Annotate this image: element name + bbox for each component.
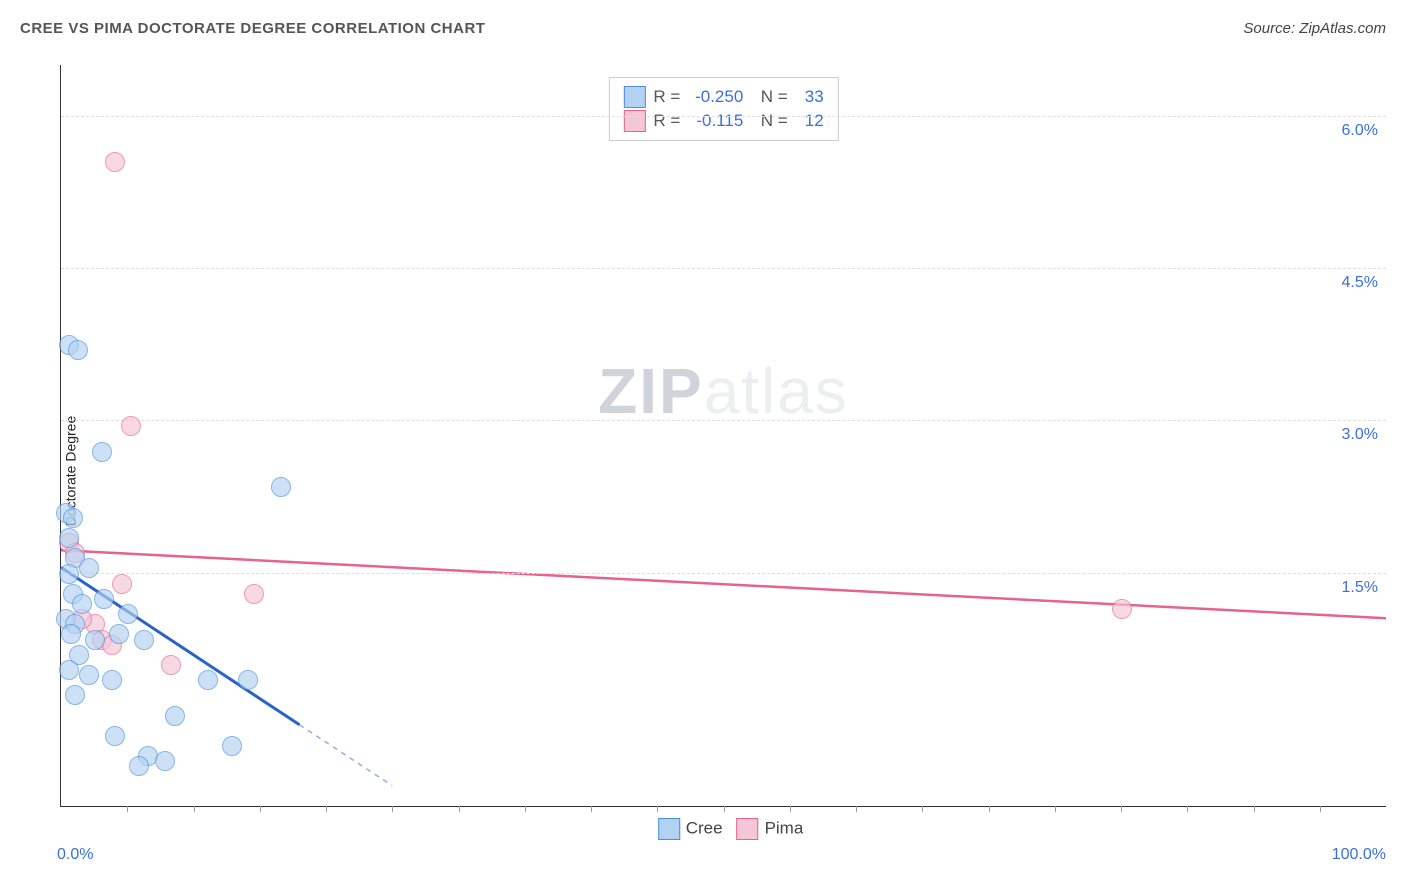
data-point <box>102 670 122 690</box>
series-legend: Cree Pima <box>644 818 804 840</box>
x-tick <box>260 806 261 812</box>
legend-label-pima: Pima <box>765 818 804 837</box>
r-value: -0.115 <box>688 111 743 131</box>
data-point <box>59 660 79 680</box>
data-point <box>68 340 88 360</box>
data-point <box>121 416 141 436</box>
data-point <box>61 624 81 644</box>
data-point <box>238 670 258 690</box>
grid-line <box>61 116 1386 117</box>
x-tick <box>392 806 393 812</box>
data-point <box>1112 599 1132 619</box>
data-point <box>161 655 181 675</box>
data-point <box>222 736 242 756</box>
data-point <box>198 670 218 690</box>
x-tick <box>1055 806 1056 812</box>
x-tick <box>1121 806 1122 812</box>
data-point <box>59 528 79 548</box>
r-value: -0.250 <box>688 87 743 107</box>
data-point <box>72 594 92 614</box>
x-tick <box>1187 806 1188 812</box>
x-axis-max-label: 100.0% <box>1332 846 1386 864</box>
x-tick <box>591 806 592 812</box>
x-tick <box>724 806 725 812</box>
x-tick <box>525 806 526 812</box>
x-tick <box>790 806 791 812</box>
grid-line <box>61 573 1386 574</box>
x-tick <box>657 806 658 812</box>
watermark: ZIPatlas <box>598 354 849 428</box>
x-tick <box>1254 806 1255 812</box>
y-tick-label: 4.5% <box>1342 274 1378 292</box>
n-value: 12 <box>796 111 824 131</box>
n-value: 33 <box>796 87 824 107</box>
data-point <box>85 630 105 650</box>
legend-label-cree: Cree <box>686 818 723 837</box>
data-point <box>79 665 99 685</box>
data-point <box>79 558 99 578</box>
data-point <box>94 589 114 609</box>
stats-row: R =-0.250 N =33 <box>623 86 823 108</box>
trend-lines <box>61 65 1386 806</box>
data-point <box>129 756 149 776</box>
chart-title: CREE VS PIMA DOCTORATE DEGREE CORRELATIO… <box>20 20 485 37</box>
source-link[interactable]: ZipAtlas.com <box>1299 20 1386 37</box>
x-tick <box>459 806 460 812</box>
x-tick <box>989 806 990 812</box>
x-axis-min-label: 0.0% <box>57 846 93 864</box>
x-tick <box>856 806 857 812</box>
data-point <box>165 706 185 726</box>
data-point <box>109 624 129 644</box>
data-point <box>105 152 125 172</box>
data-point <box>244 584 264 604</box>
series-swatch <box>623 110 645 132</box>
y-tick-label: 3.0% <box>1342 426 1378 444</box>
data-point <box>92 442 112 462</box>
data-point <box>134 630 154 650</box>
grid-line <box>61 420 1386 421</box>
grid-line <box>61 268 1386 269</box>
data-point <box>65 685 85 705</box>
legend-swatch-pima <box>737 818 759 840</box>
x-tick <box>194 806 195 812</box>
legend-swatch-cree <box>658 818 680 840</box>
data-point <box>105 726 125 746</box>
x-tick <box>1320 806 1321 812</box>
data-point <box>118 604 138 624</box>
data-point <box>112 574 132 594</box>
x-tick <box>922 806 923 812</box>
y-tick-label: 6.0% <box>1342 122 1378 140</box>
series-swatch <box>623 86 645 108</box>
data-point <box>63 508 83 528</box>
x-tick <box>326 806 327 812</box>
data-point <box>271 477 291 497</box>
data-point <box>155 751 175 771</box>
source-attribution: Source: ZipAtlas.com <box>1243 20 1386 37</box>
stats-row: R =-0.115 N =12 <box>623 110 823 132</box>
y-tick-label: 1.5% <box>1342 579 1378 597</box>
scatter-plot-area: ZIPatlas R =-0.250 N =33R =-0.115 N =12 … <box>60 65 1386 807</box>
correlation-stats-box: R =-0.250 N =33R =-0.115 N =12 <box>608 77 838 141</box>
x-tick <box>127 806 128 812</box>
data-point <box>59 564 79 584</box>
